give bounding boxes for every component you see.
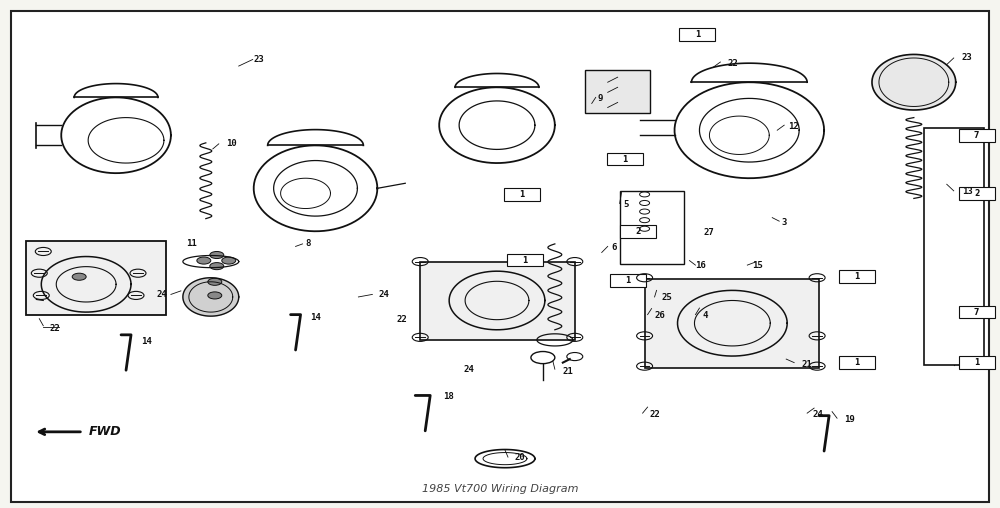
Text: 16: 16 (695, 261, 706, 270)
Polygon shape (872, 54, 956, 110)
Bar (839, 270, 875, 283)
Text: 22: 22 (727, 58, 738, 68)
Text: 27: 27 (703, 228, 714, 237)
Bar (507, 253, 543, 266)
Text: 20: 20 (515, 453, 526, 462)
Text: 1: 1 (854, 272, 860, 281)
Text: 1: 1 (622, 154, 627, 164)
Text: 19: 19 (844, 415, 855, 424)
Text: 21: 21 (563, 367, 574, 376)
Text: 21: 21 (801, 360, 812, 369)
Text: 25: 25 (662, 294, 672, 302)
Text: 5: 5 (624, 200, 629, 209)
Circle shape (208, 278, 222, 285)
Text: 3: 3 (781, 217, 787, 227)
Text: 10: 10 (226, 139, 237, 148)
Text: 26: 26 (655, 311, 665, 320)
Text: 7: 7 (974, 308, 979, 316)
Bar (959, 356, 995, 369)
Text: 12: 12 (788, 122, 799, 131)
Text: 23: 23 (254, 55, 264, 64)
Bar (607, 152, 643, 166)
Text: 6: 6 (612, 243, 617, 252)
Text: 1: 1 (522, 256, 528, 265)
Bar (645, 279, 819, 368)
Circle shape (72, 273, 86, 280)
Text: 15: 15 (752, 261, 763, 270)
Bar (959, 187, 995, 200)
Text: 13: 13 (962, 187, 972, 197)
Text: 2: 2 (974, 189, 979, 198)
Text: 14: 14 (311, 312, 321, 322)
Text: 11: 11 (186, 239, 197, 248)
Text: 22: 22 (49, 324, 60, 333)
Circle shape (210, 263, 224, 270)
Text: 23: 23 (962, 53, 972, 62)
Text: 8: 8 (306, 239, 311, 248)
Bar (959, 129, 995, 142)
Bar (959, 306, 995, 319)
Bar (620, 191, 684, 264)
Text: 24: 24 (157, 290, 168, 299)
Text: 1: 1 (519, 190, 525, 199)
Bar (679, 28, 715, 41)
Circle shape (222, 257, 236, 264)
Bar (620, 225, 656, 238)
Text: 2: 2 (635, 227, 640, 236)
Text: 22: 22 (650, 409, 660, 419)
Text: 9: 9 (598, 94, 603, 103)
Text: 24: 24 (378, 290, 389, 299)
Text: 1985 Vt700 Wiring Diagram: 1985 Vt700 Wiring Diagram (422, 484, 578, 494)
Text: 18: 18 (443, 392, 454, 401)
Bar (504, 188, 540, 201)
Bar (924, 128, 984, 365)
Text: 7: 7 (974, 131, 979, 140)
Text: 1: 1 (974, 358, 979, 367)
Text: 1: 1 (625, 276, 630, 285)
Text: 14: 14 (141, 337, 152, 346)
Text: 24: 24 (463, 365, 474, 374)
Text: 24: 24 (812, 409, 823, 419)
Text: 22: 22 (396, 315, 407, 324)
Text: 1: 1 (695, 30, 700, 39)
Bar (839, 356, 875, 369)
Circle shape (197, 257, 211, 264)
Circle shape (208, 292, 222, 299)
Bar (26, 241, 166, 314)
Text: FWD: FWD (89, 425, 122, 438)
Bar (420, 262, 575, 340)
Circle shape (210, 251, 224, 259)
Text: 4: 4 (702, 311, 708, 320)
Bar (585, 70, 650, 113)
Text: 1: 1 (854, 358, 860, 367)
Polygon shape (183, 278, 239, 316)
Bar (610, 274, 646, 287)
